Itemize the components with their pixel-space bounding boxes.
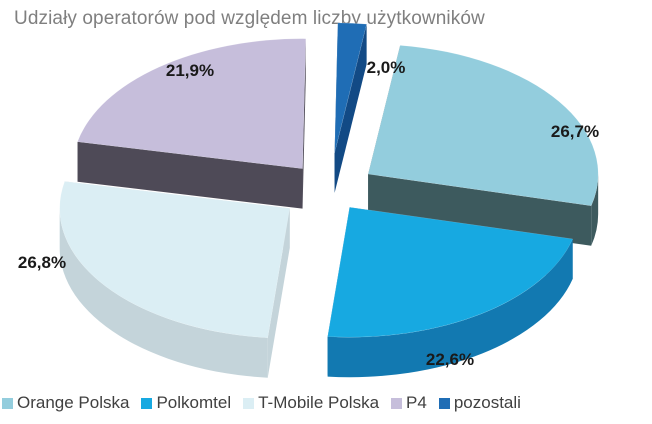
pie-chart: 26,7% 22,6% 26,8% 21,9% 2,0% — [18, 22, 599, 378]
legend-label: pozostali — [453, 393, 521, 412]
pie-slice-polkomtel — [327, 206, 574, 378]
chart-legend: Orange Polska Polkomtel T-Mobile Polska P4 p… — [2, 393, 533, 413]
legend-swatch — [2, 397, 13, 409]
legend-item-polkomtel: Polkomtel — [141, 393, 231, 413]
pie-slice-t-mobile-polska — [59, 181, 290, 378]
data-label-polkomtel: 22,6% — [426, 350, 474, 369]
data-label-p4: 21,9% — [166, 61, 214, 80]
pie-slice-pozostali — [334, 22, 367, 193]
data-label-orange-polska: 26,7% — [551, 122, 599, 141]
legend-swatch — [438, 397, 450, 409]
legend-label: P4 — [406, 393, 427, 412]
legend-label: Orange Polska — [17, 393, 130, 412]
legend-swatch — [243, 397, 255, 409]
legend-label: T-Mobile Polska — [258, 393, 380, 412]
pie-slice-p4 — [77, 38, 307, 209]
legend-swatch — [391, 397, 403, 409]
legend-label: Polkomtel — [156, 393, 232, 412]
legend-item-pozostali: pozostali — [438, 393, 521, 413]
legend-item-p4: P4 — [391, 393, 427, 413]
pie-slice-orange-polska — [367, 45, 599, 246]
data-label-t-mobile-polska: 26,8% — [18, 253, 66, 272]
legend-swatch — [141, 397, 153, 409]
chart-title: Udziały operatorów pod względem liczby u… — [14, 8, 485, 29]
legend-item-t-mobile-polska: T-Mobile Polska — [243, 393, 379, 413]
legend-item-orange-polska: Orange Polska — [2, 393, 129, 413]
data-label-pozostali: 2,0% — [367, 58, 406, 77]
